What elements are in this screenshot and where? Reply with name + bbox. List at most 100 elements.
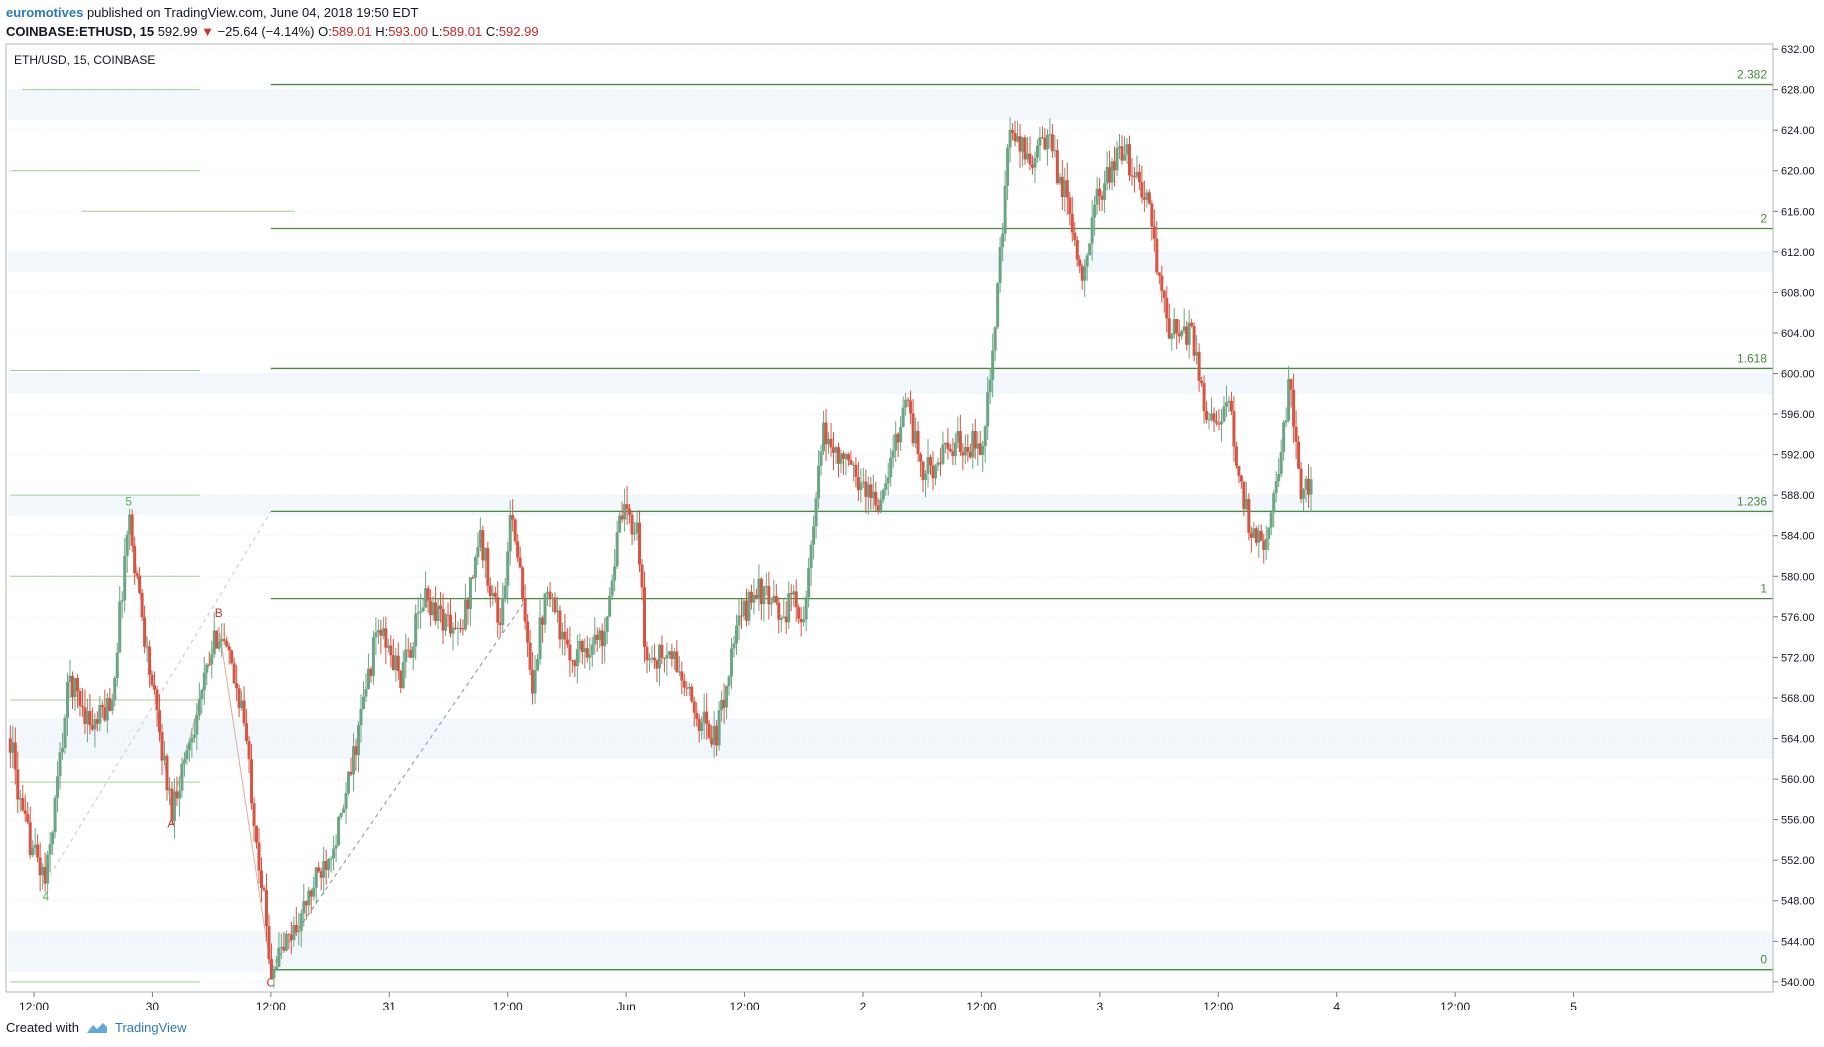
- candle-body: [361, 696, 365, 709]
- candle-body: [665, 654, 669, 659]
- price-chart[interactable]: 0 1 1.236 1.618 2 2.382 4 5 A B C 632.00 628.00 624…: [0, 0, 1824, 1010]
- candle-body: [807, 568, 811, 598]
- candle-body: [1103, 183, 1107, 200]
- candle-body: [575, 649, 579, 667]
- candle-body: [51, 832, 55, 845]
- candle-body: [966, 447, 970, 452]
- candle-body: [963, 447, 967, 456]
- candle-body: [909, 400, 913, 414]
- candle-body: [1018, 136, 1022, 152]
- candle-body: [389, 645, 393, 656]
- candle-body: [449, 614, 453, 634]
- wave-label: A: [167, 816, 175, 830]
- candle-body: [645, 647, 649, 661]
- candle-body: [725, 685, 729, 708]
- candle-body: [647, 658, 651, 661]
- candle-body: [717, 710, 721, 746]
- candle-body: [680, 671, 684, 681]
- candle-body: [250, 759, 254, 804]
- candle-body: [374, 632, 378, 638]
- candle-body: [1118, 146, 1122, 148]
- candle-body: [458, 627, 462, 629]
- candle-body: [1035, 145, 1039, 158]
- candle-body: [707, 724, 711, 738]
- candle-body: [526, 621, 530, 643]
- candle-body: [565, 639, 569, 645]
- candle-body: [1177, 333, 1181, 337]
- candle-body: [406, 649, 410, 651]
- candle-body: [1098, 188, 1102, 197]
- candle-body: [242, 700, 246, 724]
- candle-body: [777, 602, 781, 620]
- candle-body: [1227, 400, 1231, 403]
- candle-body: [921, 461, 925, 480]
- candle-body: [712, 725, 716, 745]
- candle-body: [931, 465, 935, 479]
- candle-body: [170, 788, 174, 822]
- y-tick-label: 620.00: [1781, 166, 1815, 178]
- x-tick-label: 12:00: [1203, 1000, 1233, 1010]
- candle-body: [754, 594, 758, 599]
- candle-body: [667, 651, 671, 655]
- candle-body: [366, 668, 370, 689]
- candle-body: [695, 712, 699, 719]
- price-band: [8, 931, 1773, 972]
- candle-body: [371, 637, 375, 676]
- candle-body: [185, 750, 189, 760]
- candle-body: [172, 791, 176, 822]
- candle-body: [287, 933, 291, 935]
- candle-body: [948, 449, 952, 452]
- author-name[interactable]: euromotives: [6, 5, 84, 20]
- y-tick-label: 628.00: [1781, 85, 1815, 97]
- candle-body: [1299, 468, 1303, 499]
- candle-body: [1254, 528, 1258, 543]
- candle-body: [138, 575, 142, 593]
- candle-body: [177, 790, 181, 799]
- y-tick-label: 612.00: [1781, 247, 1815, 259]
- candle-body: [757, 578, 761, 599]
- candle-body: [120, 600, 124, 602]
- candle-body: [1050, 134, 1054, 152]
- candle-body: [80, 706, 84, 708]
- candle-body: [841, 453, 845, 460]
- candle-body: [277, 947, 281, 967]
- candle-body: [550, 597, 554, 599]
- tradingview-logo-icon[interactable]: [85, 1021, 109, 1035]
- candle-body: [787, 593, 791, 623]
- candle-body: [854, 464, 858, 478]
- candle-body: [1043, 137, 1047, 150]
- y-tick-label: 580.00: [1781, 571, 1815, 583]
- candle-body: [518, 557, 522, 568]
- candle-body: [1140, 182, 1144, 198]
- candle-body: [1222, 406, 1226, 422]
- candle-body: [63, 717, 67, 749]
- candle-body: [1083, 266, 1087, 281]
- candle-body: [1172, 318, 1176, 335]
- candle-body: [682, 680, 686, 688]
- candle-body: [225, 640, 229, 647]
- candle-body: [1207, 419, 1211, 421]
- y-tick-label: 564.00: [1781, 734, 1815, 746]
- candle-body: [463, 599, 467, 630]
- candle-body: [1085, 255, 1089, 267]
- candle-body: [419, 611, 423, 613]
- candle-body: [1025, 153, 1029, 160]
- close-label: C:: [485, 24, 499, 39]
- high-value: 593.00: [388, 24, 428, 39]
- fib-level-label: 1.618: [1737, 351, 1767, 365]
- candle-body: [650, 657, 654, 659]
- y-tick-label: 592.00: [1781, 450, 1815, 462]
- candle-body: [642, 587, 646, 648]
- tradingview-brand[interactable]: TradingView: [114, 1020, 187, 1035]
- candle-body: [1187, 322, 1191, 345]
- candle-body: [523, 598, 527, 622]
- candle-body: [618, 515, 622, 533]
- candle-body: [461, 628, 465, 630]
- candle-body: [1016, 136, 1020, 142]
- candle-body: [312, 887, 316, 897]
- candle-body: [528, 642, 532, 670]
- candle-body: [1001, 233, 1005, 248]
- candle-body: [297, 930, 301, 933]
- candle-body: [257, 842, 261, 871]
- candle-body: [43, 866, 47, 884]
